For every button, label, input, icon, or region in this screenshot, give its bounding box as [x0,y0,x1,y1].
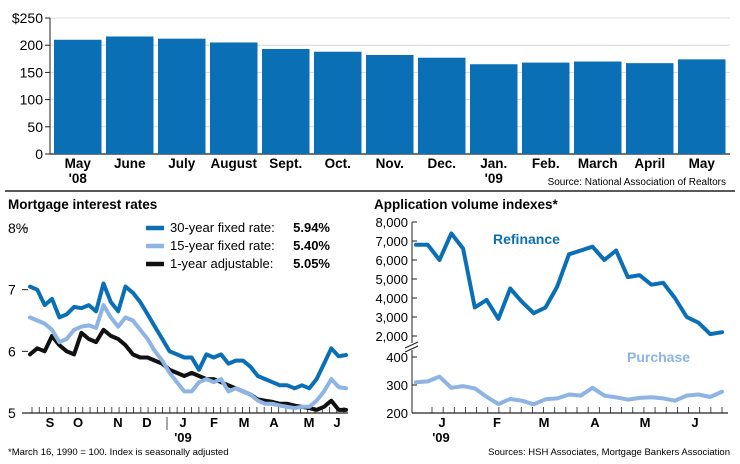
bar [54,39,102,155]
volume-y-tick-label: 8,000 [375,215,408,230]
rates-legend-value: 5.40% [293,238,330,253]
volume-year-label: '09 [432,430,450,445]
volume-x-label: J [438,415,445,430]
volume-y-tick-label: 4,000 [375,291,408,306]
bar [106,36,154,154]
rates-y-tick-label: 8% [8,220,28,236]
bar-x-label: June [114,156,146,171]
refinance-label: Refinance [493,231,560,247]
bar [418,57,466,154]
rates-x-label: F [210,415,218,430]
bar-x-label: Dec. [427,156,456,171]
bar-x-label: March [578,156,618,171]
volume-y-tick-label: 3,000 [375,310,408,325]
bar-chart-bars [54,36,726,155]
volume-axis-break [404,341,419,353]
bar-x-label: May [65,156,92,171]
bar [470,64,518,154]
bar [626,63,674,154]
rates-x-label: D [142,415,151,430]
bar-x-label: April [634,156,665,171]
rates-legend-name: 1-year adjustable: [170,256,273,271]
rates-chart-lines [28,281,348,412]
rates-y-tick-label: 6 [8,343,16,359]
bar [678,59,726,154]
volume-x-label: J [691,415,698,430]
volume-y-tick-label: 400 [386,350,408,365]
bar-y-tick-label: 50 [27,119,43,135]
rates-x-label: J [333,415,340,430]
rates-year-label: '09 [174,430,192,445]
purchase-label: Purchase [627,349,690,365]
rates-y-tick-label: 7 [8,282,16,298]
rates-series-line [28,303,348,411]
bar-x-label-year: '08 [69,171,88,186]
volume-y-tick-label: 7,000 [375,234,408,249]
bar-y-tick-label: 150 [20,64,44,80]
rates-x-label: A [269,415,279,430]
bar-y-tick-label: $250 [12,10,43,26]
rates-legend-name: 30-year fixed rate: [170,220,275,235]
rates-legend-value: 5.05% [293,256,330,271]
rates-chart-legend: 30-year fixed rate: 5.94% 15-year fixed ra… [139,217,337,277]
bar-x-label: May [689,156,716,171]
bar-chart-source: Source: National Association of Realtors [548,177,726,188]
rates-x-label: M [239,415,250,430]
bar [522,62,570,154]
bar-y-tick-label: 0 [35,146,43,162]
rates-series-line [28,327,348,412]
rates-footnote: *March 16, 1990 = 100. Index is seasonal… [8,447,229,458]
volume-x-label: M [539,415,550,430]
volume-y-tick-label: 5,000 [375,272,408,287]
volume-chart-title: Application volume indexes* [374,197,559,212]
bar-x-label: July [168,156,196,171]
volume-y-tick-label: 6,000 [375,253,408,268]
rates-x-label: M [304,415,315,430]
rates-series-line [28,281,348,391]
rates-x-label: O [73,415,83,430]
bar-x-label: Sept. [269,156,302,171]
volume-series-line [414,374,724,407]
rates-legend-box [139,217,337,277]
rates-legend-value: 5.94% [293,220,330,235]
bar [314,51,362,155]
volume-x-label: A [590,415,600,430]
volume-series-line [414,231,724,337]
rates-legend-name: 15-year fixed rate: [170,238,275,253]
bar-x-label-year: '09 [485,171,503,186]
bar-y-tick-label: 200 [20,37,44,53]
bar-x-label: Oct. [325,156,351,171]
volume-x-label: F [493,415,501,430]
volume-y-tick-label: 300 [386,378,408,393]
bar [158,38,206,155]
volume-chart-axes: 8,000 7,000 6,000 5,000 4,000 3,000 2,000 400 30… [375,215,728,445]
rates-x-label: J [179,415,186,430]
volume-y-tick-label: 2,000 [375,329,408,344]
bar [574,61,622,154]
bar-x-label: August [211,156,258,171]
bar-x-label: Jan. [480,156,507,171]
volume-y-tick-label: 200 [386,406,408,421]
rates-x-label: N [113,415,122,430]
bar-x-label: Nov. [376,156,404,171]
bar [262,49,310,155]
bar-x-label: Feb. [532,156,560,171]
rates-chart-title: Mortgage interest rates [8,197,157,212]
volume-x-label: M [640,415,651,430]
rates-y-tick-label: 5 [8,405,16,421]
bar [366,54,414,154]
volume-chart-lines [414,231,724,407]
bar [210,42,258,155]
bar-y-tick-label: 100 [20,92,44,108]
volume-source: Sources: HSH Associates, Mortgage Banker… [488,447,730,458]
rates-x-label: S [46,415,55,430]
